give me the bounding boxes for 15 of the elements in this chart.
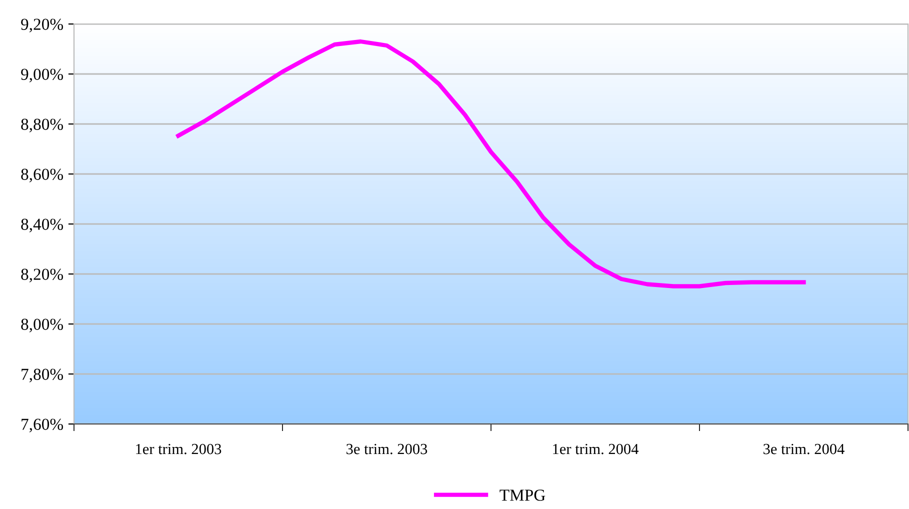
x-tick-label: 1er trim. 2004	[553, 444, 639, 454]
y-tick-label: 9,20%	[21, 18, 64, 32]
y-tick-label: 8,20%	[21, 268, 64, 282]
y-tick-label: 8,60%	[21, 168, 64, 182]
y-tick-label: 8,00%	[21, 318, 64, 332]
y-tick-label: 8,80%	[21, 118, 64, 132]
x-tick-label: 1er trim. 2003	[136, 444, 222, 454]
y-tick-label: 7,60%	[22, 418, 64, 432]
x-tick-label: 3e trim. 2004	[764, 444, 844, 454]
x-tick-label: 3e trim. 2003	[346, 444, 428, 454]
line-series	[176, 39, 806, 288]
y-tick-label: 7,80%	[22, 368, 64, 382]
legend-label: TMPG	[500, 490, 546, 501]
y-tick-label: 8,40%	[21, 218, 64, 232]
y-tick-label: 9,00%	[21, 68, 64, 82]
